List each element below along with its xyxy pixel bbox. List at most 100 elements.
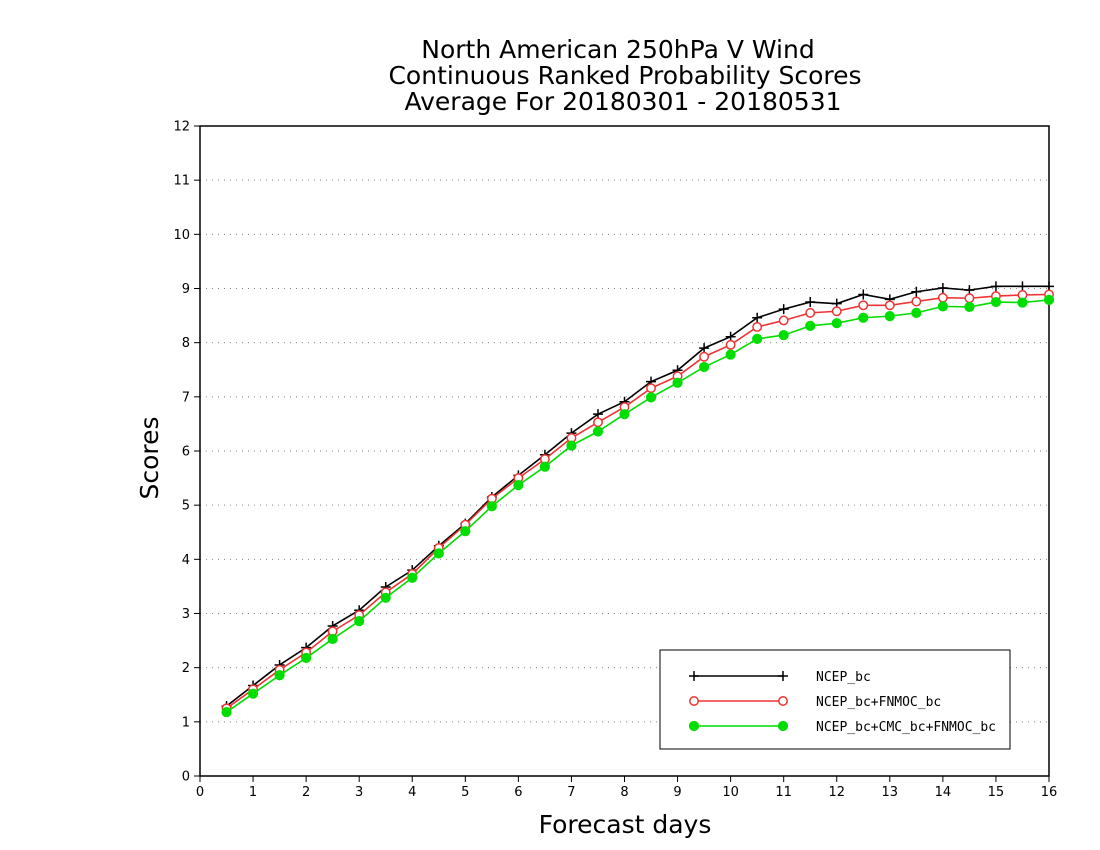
title-line-2: Continuous Ranked Probability Scores: [388, 61, 861, 90]
data-point: [646, 383, 656, 394]
data-point: [1017, 281, 1028, 292]
data-point: [778, 304, 789, 315]
series-line: [226, 285, 1049, 707]
data-point: [407, 572, 418, 583]
x-tick-label: 0: [196, 785, 204, 800]
x-tick-label: 15: [988, 785, 1005, 800]
x-axis: 0 1 2 3 4 5 6 7 8 9 10 11 12 13 14 15 16: [196, 776, 1057, 800]
data-point: [354, 615, 365, 627]
y-tick-label: 11: [173, 174, 190, 189]
data-point: [964, 301, 975, 313]
legend-item-3: NCEP_bc+CMC_bc+FNMOC_bc: [688, 720, 996, 735]
data-point: [247, 688, 259, 699]
data-point: [831, 318, 842, 329]
data-point: [380, 592, 391, 603]
x-tick-label: 7: [567, 785, 575, 800]
data-point: [752, 333, 763, 344]
data-point: [911, 307, 922, 318]
series-1: [221, 281, 1054, 712]
x-tick-label: 1: [249, 785, 257, 800]
grid: [200, 179, 1049, 723]
x-tick-label: 5: [461, 785, 469, 800]
y-tick-label: 10: [173, 228, 190, 243]
data-point: [778, 696, 788, 706]
data-point: [513, 480, 524, 491]
y-tick-label: 2: [182, 661, 190, 676]
data-point: [672, 377, 683, 388]
data-point: [725, 339, 736, 350]
data-point: [689, 696, 699, 706]
data-point: [964, 293, 975, 304]
data-point: [539, 461, 551, 472]
legend-item-2: NCEP_bc+FNMOC_bc: [689, 695, 941, 710]
data-point: [884, 311, 895, 322]
data-point: [593, 417, 603, 428]
data-point: [990, 281, 1001, 292]
legend-label: NCEP_bc: [816, 670, 871, 685]
data-point: [777, 720, 789, 732]
y-tick-label: 9: [182, 282, 190, 297]
data-point: [858, 312, 869, 323]
data-point: [699, 343, 710, 354]
y-axis-label: Scores: [135, 416, 164, 499]
legend-label: NCEP_bc+CMC_bc+FNMOC_bc: [816, 720, 996, 735]
y-tick-label: 7: [182, 390, 190, 405]
x-tick-label: 13: [882, 785, 899, 800]
data-point: [778, 329, 789, 341]
legend: NCEP_bc NCEP_bc+FNMOC_bc NCEP_bc+CMC_bc+FN…: [659, 649, 1011, 750]
data-point: [592, 426, 604, 437]
data-point: [486, 501, 497, 512]
data-point: [778, 315, 789, 326]
y-tick-label: 12: [173, 120, 190, 135]
data-point: [698, 361, 710, 373]
data-point: [1017, 297, 1028, 308]
data-point: [990, 296, 1002, 308]
data-point: [805, 320, 816, 331]
x-tick-label: 3: [355, 785, 363, 800]
x-tick-label: 16: [1041, 785, 1058, 800]
series-3: [221, 294, 1055, 718]
y-tick-label: 6: [182, 445, 190, 460]
title-line-1: North American 250hPa V Wind: [421, 35, 814, 64]
data-point: [327, 633, 338, 645]
x-tick-label: 6: [514, 785, 522, 800]
data-point: [858, 300, 869, 311]
legend-label: NCEP_bc+FNMOC_bc: [816, 695, 941, 710]
data-point: [884, 300, 895, 311]
y-tick-label: 3: [182, 607, 190, 622]
x-tick-label: 2: [302, 785, 310, 800]
data-point: [566, 440, 577, 451]
data-point: [752, 322, 763, 332]
data-point: [911, 296, 922, 307]
data-point: [301, 652, 312, 664]
data-point: [778, 671, 788, 681]
y-tick-label: 8: [182, 336, 190, 351]
x-tick-label: 8: [620, 785, 628, 800]
x-tick-label: 9: [673, 785, 681, 800]
data-point: [911, 286, 922, 297]
chart-title: North American 250hPa V Wind Continuous …: [388, 35, 861, 116]
series-line: [226, 293, 1050, 709]
data-point: [805, 307, 816, 318]
data-point: [460, 526, 471, 537]
data-point: [831, 306, 842, 317]
data-point: [1043, 294, 1055, 305]
data-point: [619, 409, 630, 420]
data-point: [689, 671, 699, 681]
y-tick-label: 4: [182, 553, 190, 568]
series-2: [221, 289, 1054, 714]
legend-box: [659, 649, 1011, 750]
x-tick-label: 4: [408, 785, 416, 800]
data-point: [274, 670, 285, 681]
x-tick-label: 12: [828, 785, 845, 800]
x-tick-label: 11: [775, 785, 792, 800]
x-axis-label: Forecast days: [539, 810, 712, 839]
data-point: [937, 282, 948, 293]
x-tick-label: 10: [722, 785, 739, 800]
x-tick-label: 14: [935, 785, 952, 800]
data-point: [752, 312, 763, 323]
data-point: [688, 720, 700, 732]
y-tick-label: 1: [182, 715, 190, 730]
